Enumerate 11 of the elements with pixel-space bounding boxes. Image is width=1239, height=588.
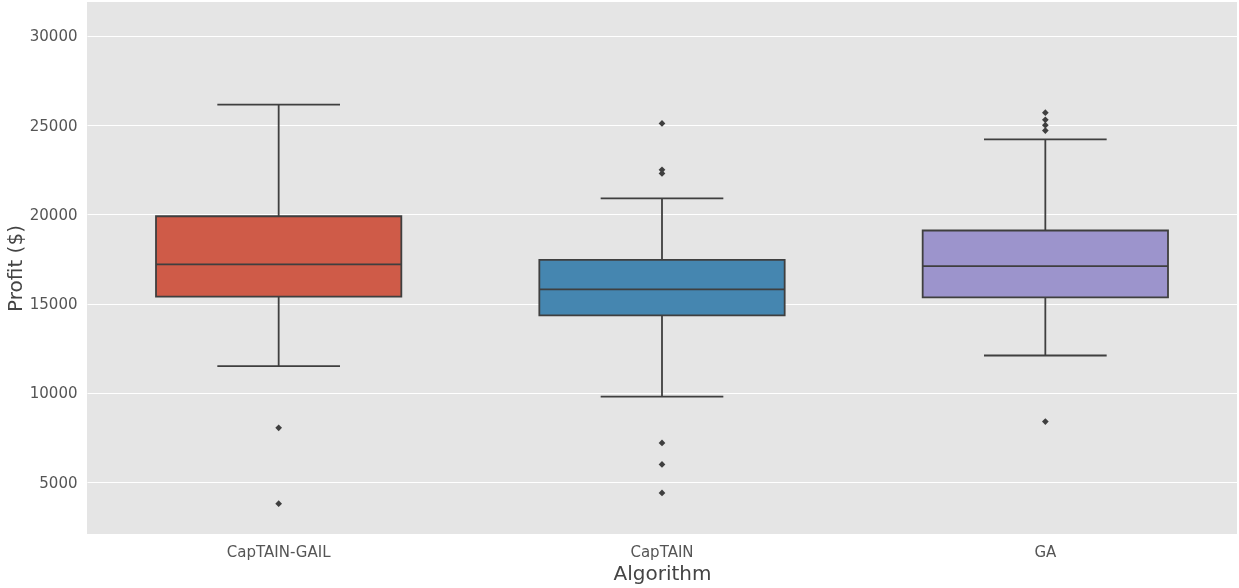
y-tick-label: 10000 — [29, 384, 78, 403]
y-tick-label: 15000 — [29, 295, 78, 314]
y-tick-label: 25000 — [29, 116, 78, 135]
y-tick-label: 30000 — [29, 27, 78, 46]
y-tick-label: 20000 — [29, 205, 78, 224]
x-axis-title: Algorithm — [613, 560, 712, 585]
y-axis-title: Profit ($) — [2, 225, 27, 312]
x-tick-label: CapTAIN — [630, 542, 694, 561]
y-tick-label: 5000 — [39, 473, 78, 492]
x-tick-label: CapTAIN-GAIL — [226, 542, 332, 561]
x-tick-label: GA — [1034, 542, 1058, 561]
